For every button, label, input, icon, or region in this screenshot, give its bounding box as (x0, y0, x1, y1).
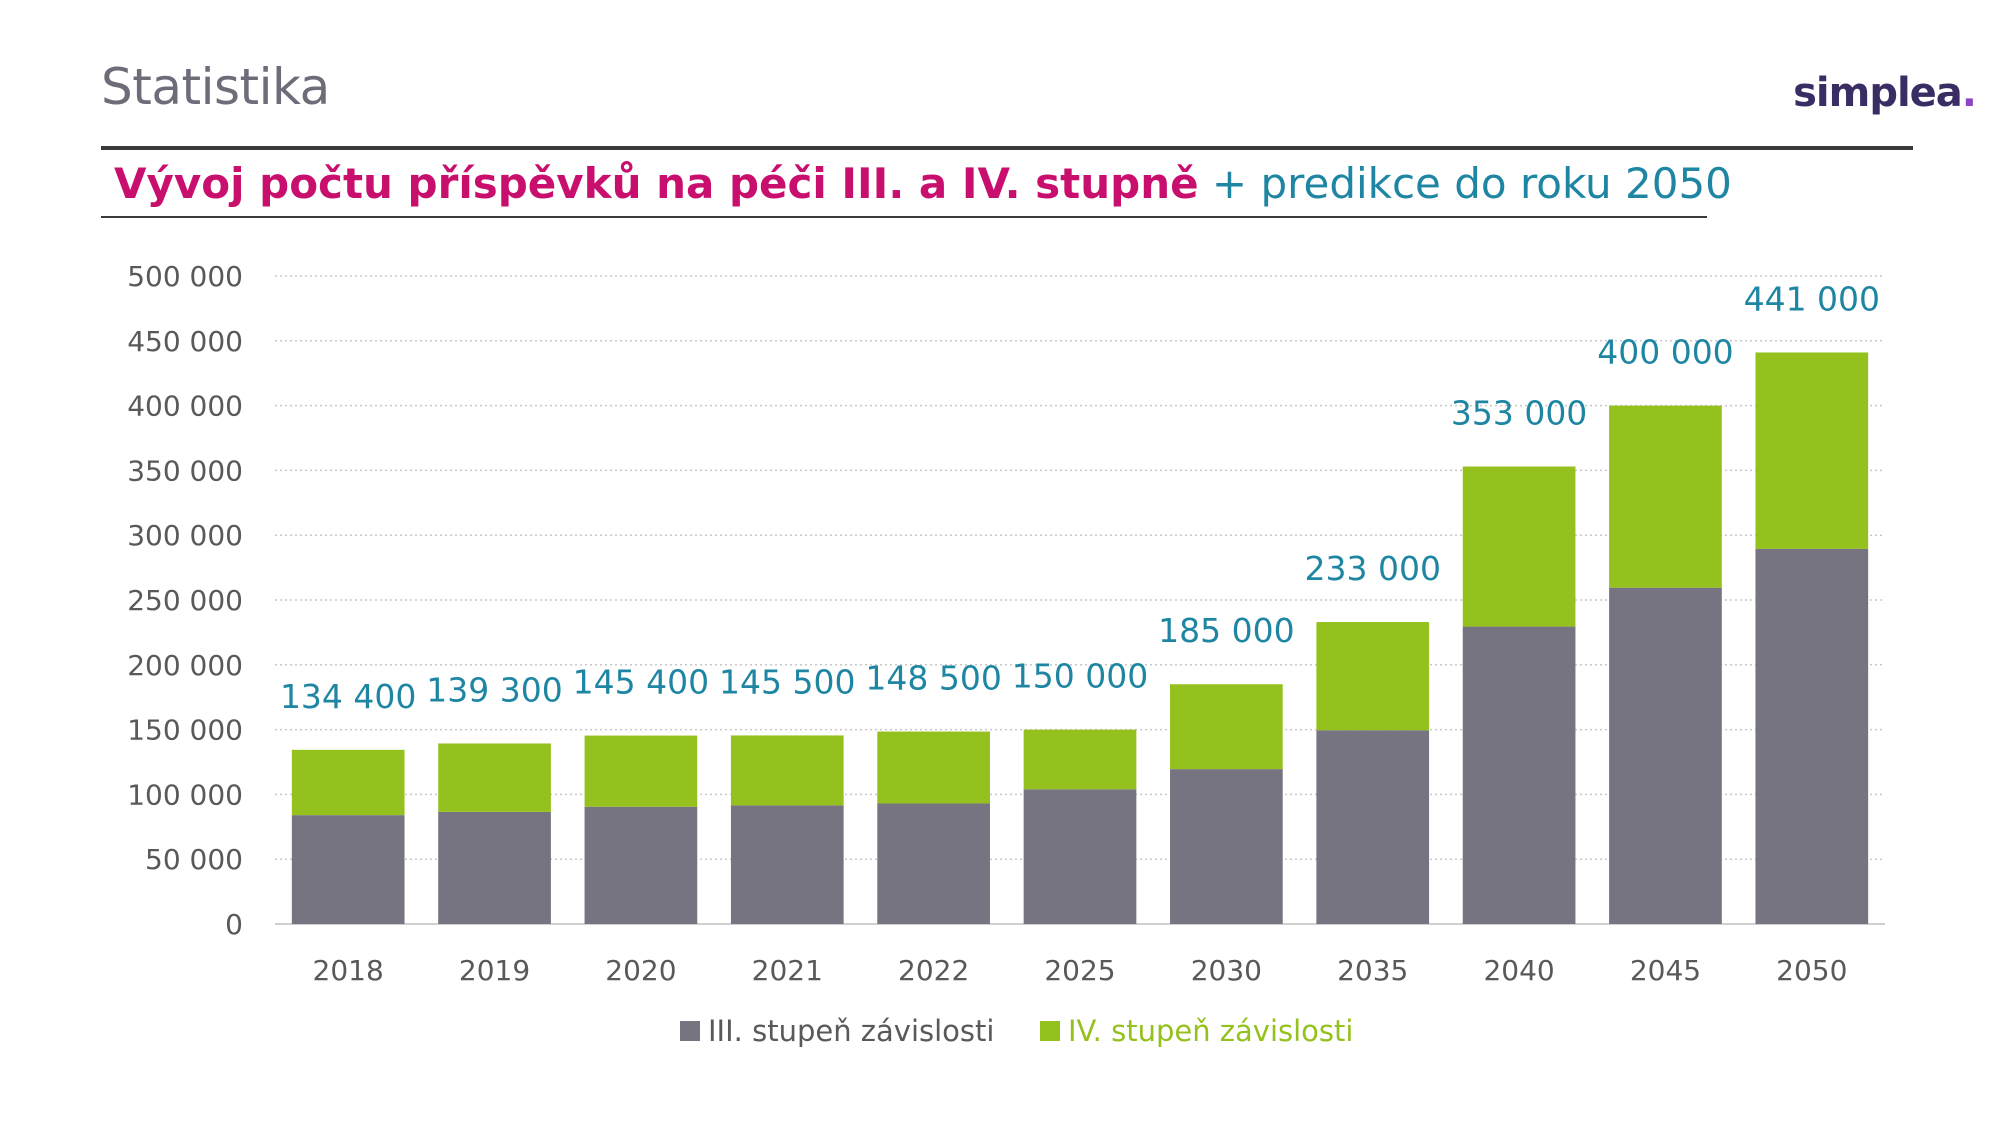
total-label: 233 000 (1304, 549, 1440, 588)
bar-segment-iv (1755, 352, 1869, 549)
total-label: 134 400 (280, 677, 416, 716)
bar-segment-iv (584, 735, 698, 807)
bar-segment-iv (730, 735, 844, 806)
total-label: 139 300 (426, 670, 562, 709)
y-tick-label: 50 000 (145, 843, 243, 876)
bar-segment-iv (1609, 405, 1722, 588)
total-label: 150 000 (1012, 657, 1148, 696)
header-divider (101, 146, 1913, 150)
y-tick-label: 500 000 (127, 260, 243, 293)
y-tick-label: 300 000 (127, 519, 243, 552)
total-label: 145 500 (719, 662, 855, 701)
bar-segment-iii (1609, 587, 1722, 924)
bar-segment-iv (438, 743, 551, 812)
x-tick-label: 2040 (1483, 954, 1554, 987)
x-tick-label: 2030 (1191, 954, 1262, 987)
bar-segment-iii (730, 805, 844, 924)
x-axis-ticks: 2018 2019 2020 2021 2022 2025 2030 2035 2040 2045… (313, 954, 1848, 987)
x-tick-label: 2018 (313, 954, 384, 987)
total-label: 145 400 (573, 663, 709, 702)
page-title: Statistika (101, 58, 330, 116)
bar-segment-iii (438, 811, 551, 924)
title-divider (101, 216, 1707, 218)
chart-title-sub: + predikce do roku 2050 (1198, 159, 1732, 208)
total-label: 400 000 (1597, 333, 1733, 372)
x-tick-label: 2022 (898, 954, 969, 987)
bar-segment-iv (877, 731, 990, 804)
y-tick-label: 200 000 (127, 649, 243, 682)
y-tick-label: 250 000 (127, 584, 243, 617)
x-tick-label: 2045 (1630, 954, 1701, 987)
bar-segment-iv (1462, 466, 1576, 627)
bar-segment-iii (1462, 626, 1576, 924)
total-label: 441 000 (1744, 279, 1880, 318)
y-tick-label: 100 000 (127, 778, 243, 811)
y-tick-label: 400 000 (127, 390, 243, 423)
x-tick-label: 2020 (605, 954, 676, 987)
x-tick-label: 2019 (459, 954, 530, 987)
bar-segment-iv (291, 749, 405, 816)
x-tick-label: 2050 (1776, 954, 1847, 987)
bar-segment-iv (1023, 729, 1137, 790)
y-tick-label: 450 000 (127, 325, 243, 358)
total-label: 185 000 (1158, 611, 1294, 650)
chart-title-main: Vývoj počtu příspěvků na péči III. a IV.… (114, 159, 1199, 208)
y-axis-ticks: 0 50 000 100 000 150 000 200 000 250 000 300 0… (127, 260, 243, 941)
brand-logo: simplea. (1793, 70, 1977, 116)
legend-label: III. stupeň závislosti (708, 1014, 994, 1048)
bar-segment-iii (1316, 730, 1430, 924)
x-tick-label: 2035 (1337, 954, 1408, 987)
chart-title: Vývoj počtu příspěvků na péči III. a IV.… (114, 159, 1732, 208)
total-labels: 134 400 139 300 145 400 145 500 148 500 150 0… (280, 279, 1880, 715)
bars (291, 352, 1869, 924)
bar-segment-iii (1023, 789, 1137, 924)
legend-swatch (680, 1021, 700, 1041)
bar-segment-iv (1316, 622, 1430, 731)
x-tick-label: 2021 (752, 954, 823, 987)
x-tick-label: 2025 (1044, 954, 1115, 987)
bar-segment-iii (584, 806, 698, 924)
logo-dot: . (1961, 70, 1977, 116)
bar-segment-iii (877, 803, 990, 924)
bar-segment-iii (291, 815, 405, 924)
legend-label: IV. stupeň závislosti (1068, 1014, 1353, 1048)
bar-segment-iii (1755, 548, 1869, 924)
y-tick-label: 0 (225, 908, 243, 941)
y-tick-label: 150 000 (127, 714, 243, 747)
legend-swatch (1040, 1021, 1060, 1041)
total-label: 353 000 (1451, 394, 1587, 433)
y-tick-label: 350 000 (127, 454, 243, 487)
bar-segment-iv (1170, 684, 1283, 770)
bar-segment-iii (1170, 769, 1283, 924)
total-label: 148 500 (865, 659, 1001, 698)
logo-text: simplea (1793, 70, 1963, 116)
legend: III. stupeň závislosti IV. stupeň závislo… (680, 1014, 1353, 1048)
